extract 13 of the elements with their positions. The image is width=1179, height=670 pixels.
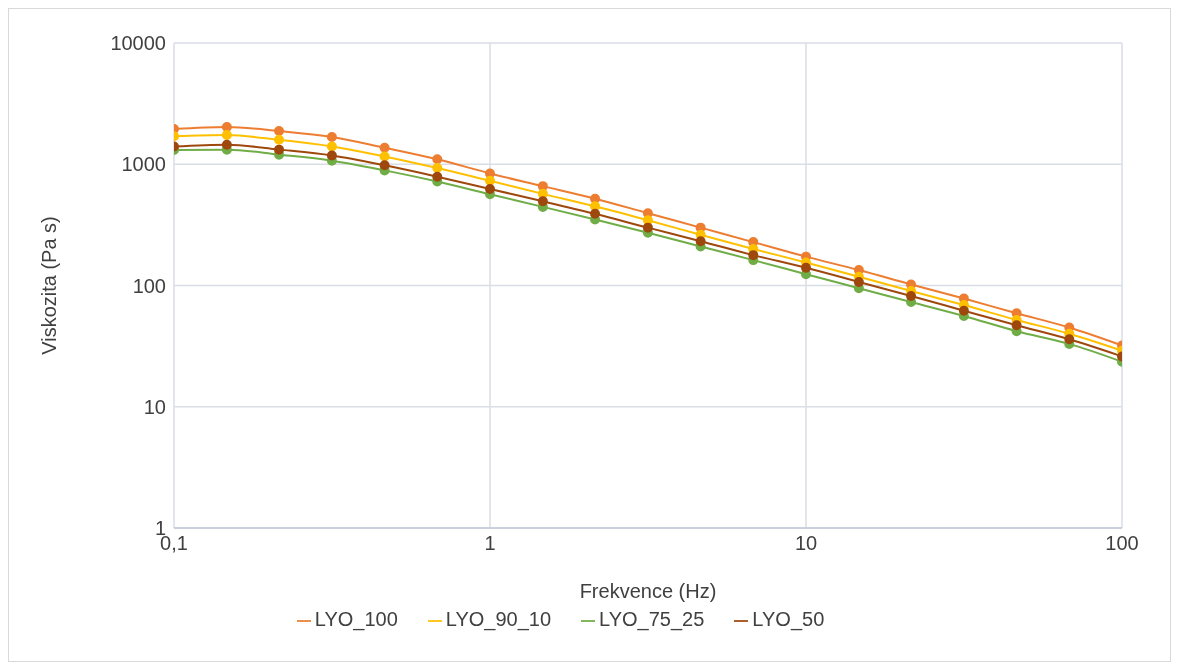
x-tick-label: 10 xyxy=(794,532,818,555)
x-axis-title: Frekvence (Hz) xyxy=(579,580,717,602)
legend-label: LYO_100 xyxy=(314,608,398,630)
y-axis-title: Viskozita (Pa s) xyxy=(38,216,61,355)
y-tick-label: 100 xyxy=(132,274,166,297)
x-tick-label: 1 xyxy=(484,532,496,555)
legend-label: LYO_75_25 xyxy=(599,608,705,630)
legend-label: LYO_50 xyxy=(752,608,825,630)
legend-label: LYO_90_10 xyxy=(445,608,552,630)
y-tick-label: 10000 xyxy=(110,32,166,55)
x-tick-label: 100 xyxy=(1105,532,1139,555)
y-tick-label: 10 xyxy=(143,395,166,418)
y-tick-label: 1000 xyxy=(121,153,166,176)
